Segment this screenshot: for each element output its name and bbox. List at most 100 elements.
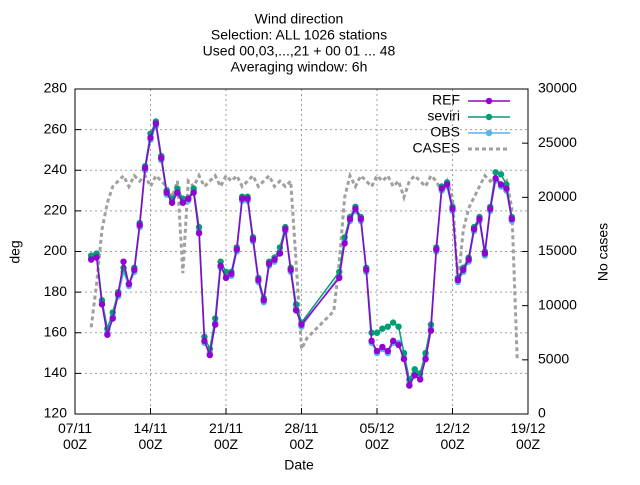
- data-point: [276, 250, 284, 257]
- y-tick-label: 280: [44, 80, 68, 96]
- data-point: [341, 240, 348, 247]
- data-point: [212, 321, 219, 328]
- data-point: [217, 262, 224, 269]
- legend-label: OBS: [430, 124, 460, 140]
- data-point: [141, 165, 149, 172]
- y-tick-label: 200: [44, 242, 68, 258]
- x-tick-label: 21/11 00Z: [209, 420, 243, 452]
- data-point: [260, 297, 267, 304]
- data-point: [384, 347, 391, 355]
- data-point: [487, 205, 494, 213]
- data-point: [379, 343, 386, 351]
- data-point: [395, 341, 402, 349]
- y-tick-label: 140: [44, 364, 68, 380]
- data-point: [497, 181, 505, 188]
- data-point: [470, 225, 478, 233]
- data-point: [109, 315, 116, 322]
- data-point: [222, 274, 230, 282]
- data-point: [443, 181, 451, 188]
- y-tick-label: 220: [44, 202, 68, 218]
- legend-label: CASES: [413, 140, 460, 156]
- data-point: [228, 270, 235, 278]
- title-line: Averaging window: 6h: [231, 59, 368, 75]
- data-point: [379, 325, 386, 332]
- y-tick-label: 260: [44, 120, 68, 136]
- data-point: [179, 199, 187, 206]
- data-point: [373, 347, 381, 355]
- data-point: [433, 246, 440, 253]
- y-tick-label: 120: [44, 405, 68, 421]
- x-tick-label: 28/11 00Z: [284, 420, 319, 452]
- data-point: [352, 205, 359, 213]
- y2-tick-label: 10000: [538, 296, 577, 312]
- data-point: [114, 290, 122, 298]
- data-point: [438, 185, 445, 192]
- x-tick-label: 07/11 00Z: [58, 420, 92, 452]
- data-point: [411, 366, 418, 373]
- y-tick-label: 240: [44, 161, 68, 177]
- data-point: [190, 189, 197, 196]
- x-axis-label: Date: [284, 457, 314, 473]
- data-point: [497, 171, 505, 178]
- data-point: [120, 258, 127, 265]
- plot-frame: [74, 88, 529, 415]
- y-tick-label: 180: [44, 283, 68, 299]
- data-point: [282, 225, 289, 233]
- legend-marker: [485, 113, 493, 121]
- data-point: [389, 319, 397, 326]
- y2-tick-label: 5000: [538, 351, 569, 367]
- data-point: [265, 260, 273, 267]
- y-axis-label: deg: [7, 240, 23, 263]
- data-point: [233, 246, 240, 253]
- data-point: [271, 256, 278, 263]
- data-point: [298, 321, 305, 328]
- title-line: Used 00,03,...,21 + 00 01 ... 48: [203, 43, 396, 59]
- x-tick-label: 14/11 00Z: [133, 420, 168, 452]
- data-point: [449, 205, 456, 213]
- data-point: [287, 266, 294, 273]
- data-point: [163, 189, 170, 196]
- legend-marker: [485, 97, 493, 105]
- data-point: [460, 266, 467, 273]
- y-tick-label: 160: [44, 323, 68, 339]
- data-point: [152, 120, 160, 127]
- data-point: [416, 376, 424, 383]
- data-point: [238, 195, 246, 202]
- data-point: [336, 274, 343, 282]
- data-point: [508, 215, 516, 223]
- data-point: [454, 276, 462, 284]
- series-line: [89, 171, 519, 360]
- y2-tick-label: 25000: [538, 134, 577, 150]
- x-tick-label: 12/12 00Z: [434, 420, 471, 452]
- data-point: [373, 329, 381, 336]
- data-point: [244, 195, 251, 202]
- data-point: [406, 382, 413, 389]
- data-point: [292, 307, 300, 314]
- y2-tick-label: 0: [538, 405, 546, 421]
- data-point: [93, 254, 100, 261]
- x-tick-label: 19/12 00Z: [510, 420, 546, 452]
- data-point: [400, 355, 408, 363]
- data-point: [492, 175, 499, 182]
- data-point: [368, 337, 375, 345]
- y2-tick-label: 30000: [538, 80, 577, 96]
- data-point: [481, 250, 489, 257]
- data-point: [98, 301, 106, 308]
- data-point: [346, 215, 354, 223]
- data-point: [87, 256, 95, 263]
- data-point: [174, 189, 181, 196]
- data-point: [206, 351, 214, 359]
- data-point: [492, 169, 499, 176]
- y2-tick-label: 20000: [538, 188, 577, 204]
- data-point: [131, 266, 138, 273]
- data-point: [125, 280, 133, 288]
- data-point: [357, 215, 365, 223]
- data-point: [201, 337, 208, 345]
- data-point: [411, 372, 418, 379]
- data-point: [395, 323, 402, 330]
- data-point: [389, 337, 397, 345]
- data-point: [422, 355, 429, 363]
- y2-axis-label: No cases: [595, 223, 611, 281]
